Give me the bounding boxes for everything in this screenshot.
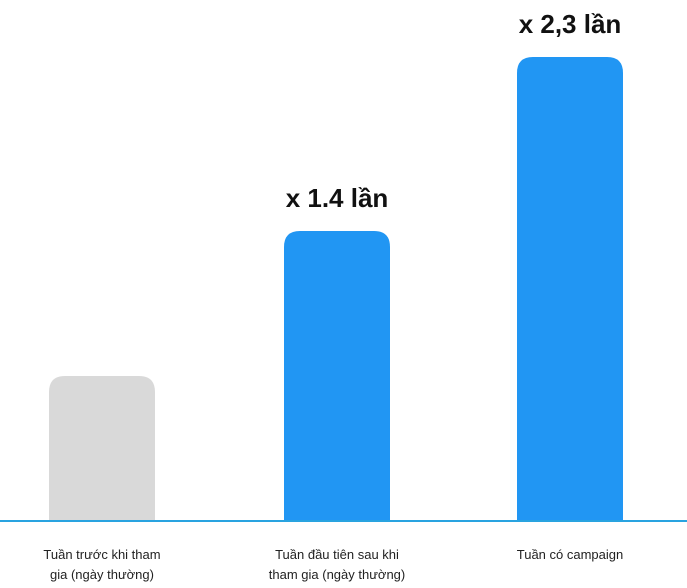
data-labels: x 1.4 lần x 2,3 lần [286,9,622,213]
category-label-1: Tuần trước khi tham gia (ngày thường) [43,547,160,582]
category-labels: Tuần trước khi tham gia (ngày thường) Tuần… [43,547,623,582]
category-label-2: Tuần đầu tiên sau khi tham gia (ngày thườ… [269,547,405,582]
bar-1 [49,376,155,521]
bar-2 [284,231,390,521]
bars-group [49,57,623,521]
data-label-2: x 1.4 lần [286,183,389,213]
bar-3 [517,57,623,521]
data-label-3: x 2,3 lần [519,9,622,39]
category-label-3: Tuần có campaign [517,547,623,562]
